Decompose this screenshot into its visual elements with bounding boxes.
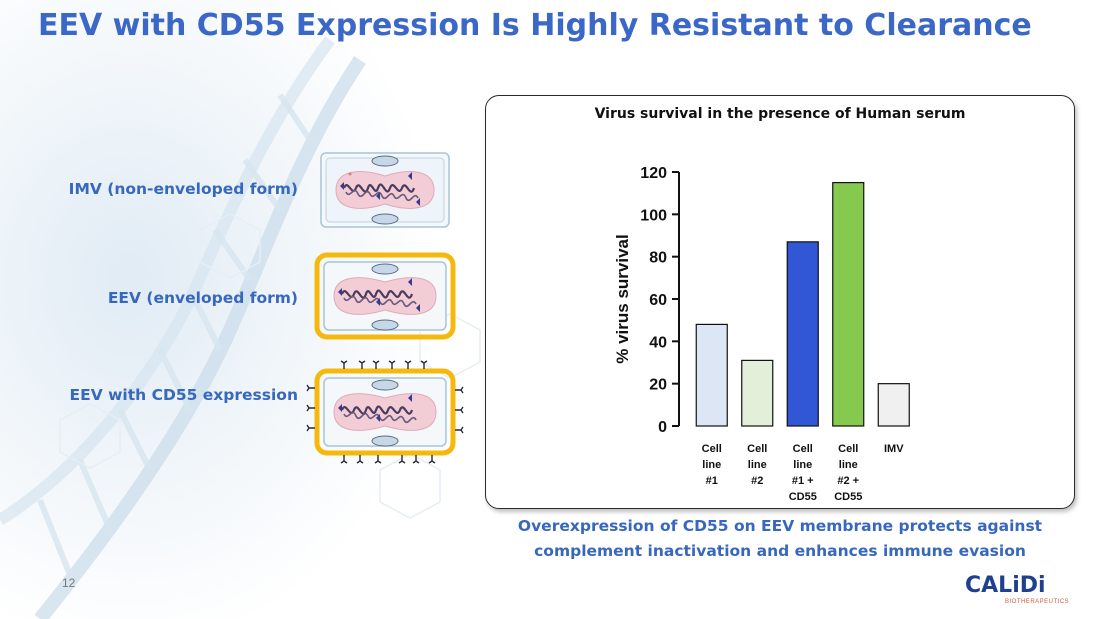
slide-title: EEV with CD55 Expression Is Highly Resis… — [38, 8, 1032, 43]
y-tick-label: 100 — [640, 207, 667, 224]
eev-label: EEV (enveloped form) — [107, 289, 298, 307]
eev-cd55-virus-illustration — [306, 360, 464, 464]
x-category-label: CD55 — [834, 491, 862, 503]
bar-4 — [832, 181, 865, 427]
bar-5 — [877, 383, 910, 427]
y-tick-label: 40 — [649, 334, 667, 351]
x-category-label: line — [839, 459, 858, 471]
y-tick-label: 20 — [649, 377, 667, 394]
eev-cd55-label: EEV with CD55 expression — [69, 386, 298, 404]
caption-line-2: complement inactivation and enhances imm… — [534, 542, 1026, 560]
imv-label: IMV (non-enveloped form) — [68, 180, 298, 198]
x-category-label: #1 + — [792, 475, 814, 487]
y-axis-label: % virus survival — [613, 234, 632, 363]
x-category-label: #2 + — [837, 475, 859, 487]
x-category-label: CD55 — [789, 491, 817, 503]
bar-chart: 0 20 40 60 80 100 120 % virus survival Cell line #… — [613, 165, 910, 503]
x-category-label: line — [793, 459, 812, 471]
logo-sub-text: BIOTHERAPEUTICS — [1005, 599, 1070, 605]
bar-1 — [695, 323, 728, 427]
x-category-label: line — [702, 459, 721, 471]
x-category-label: Cell — [838, 443, 858, 455]
cd55-markers — [306, 360, 464, 464]
y-tick-label: 60 — [649, 292, 667, 309]
chart-panel: Virus survival in the presence of Human … — [485, 95, 1075, 509]
y-tick-label: 80 — [649, 250, 667, 267]
page-number: 12 — [62, 576, 76, 590]
y-tick-label: 120 — [640, 165, 667, 182]
caption: Overexpression of CD55 on EEV membrane p… — [480, 514, 1080, 564]
logo-main-text: CALiDi — [965, 573, 1046, 598]
x-category-label: line — [748, 459, 767, 471]
caption-line-1: Overexpression of CD55 on EEV membrane p… — [517, 517, 1043, 535]
imv-virus-illustration — [320, 152, 450, 228]
company-logo: CALiDi BIOTHERAPEUTICS — [965, 573, 1075, 609]
x-category-label: Cell — [702, 443, 722, 455]
y-tick-label: 0 — [658, 419, 667, 436]
x-category-label: IMV — [884, 443, 904, 455]
bar-2 — [741, 359, 774, 427]
x-category-label: Cell — [747, 443, 767, 455]
bar-3 — [786, 241, 819, 427]
x-category-label: #2 — [751, 475, 763, 487]
eev-virus-illustration — [314, 252, 456, 340]
chart-title: Virus survival in the presence of Human … — [594, 106, 966, 122]
x-category-label: #1 — [706, 475, 718, 487]
x-category-label: Cell — [793, 443, 813, 455]
